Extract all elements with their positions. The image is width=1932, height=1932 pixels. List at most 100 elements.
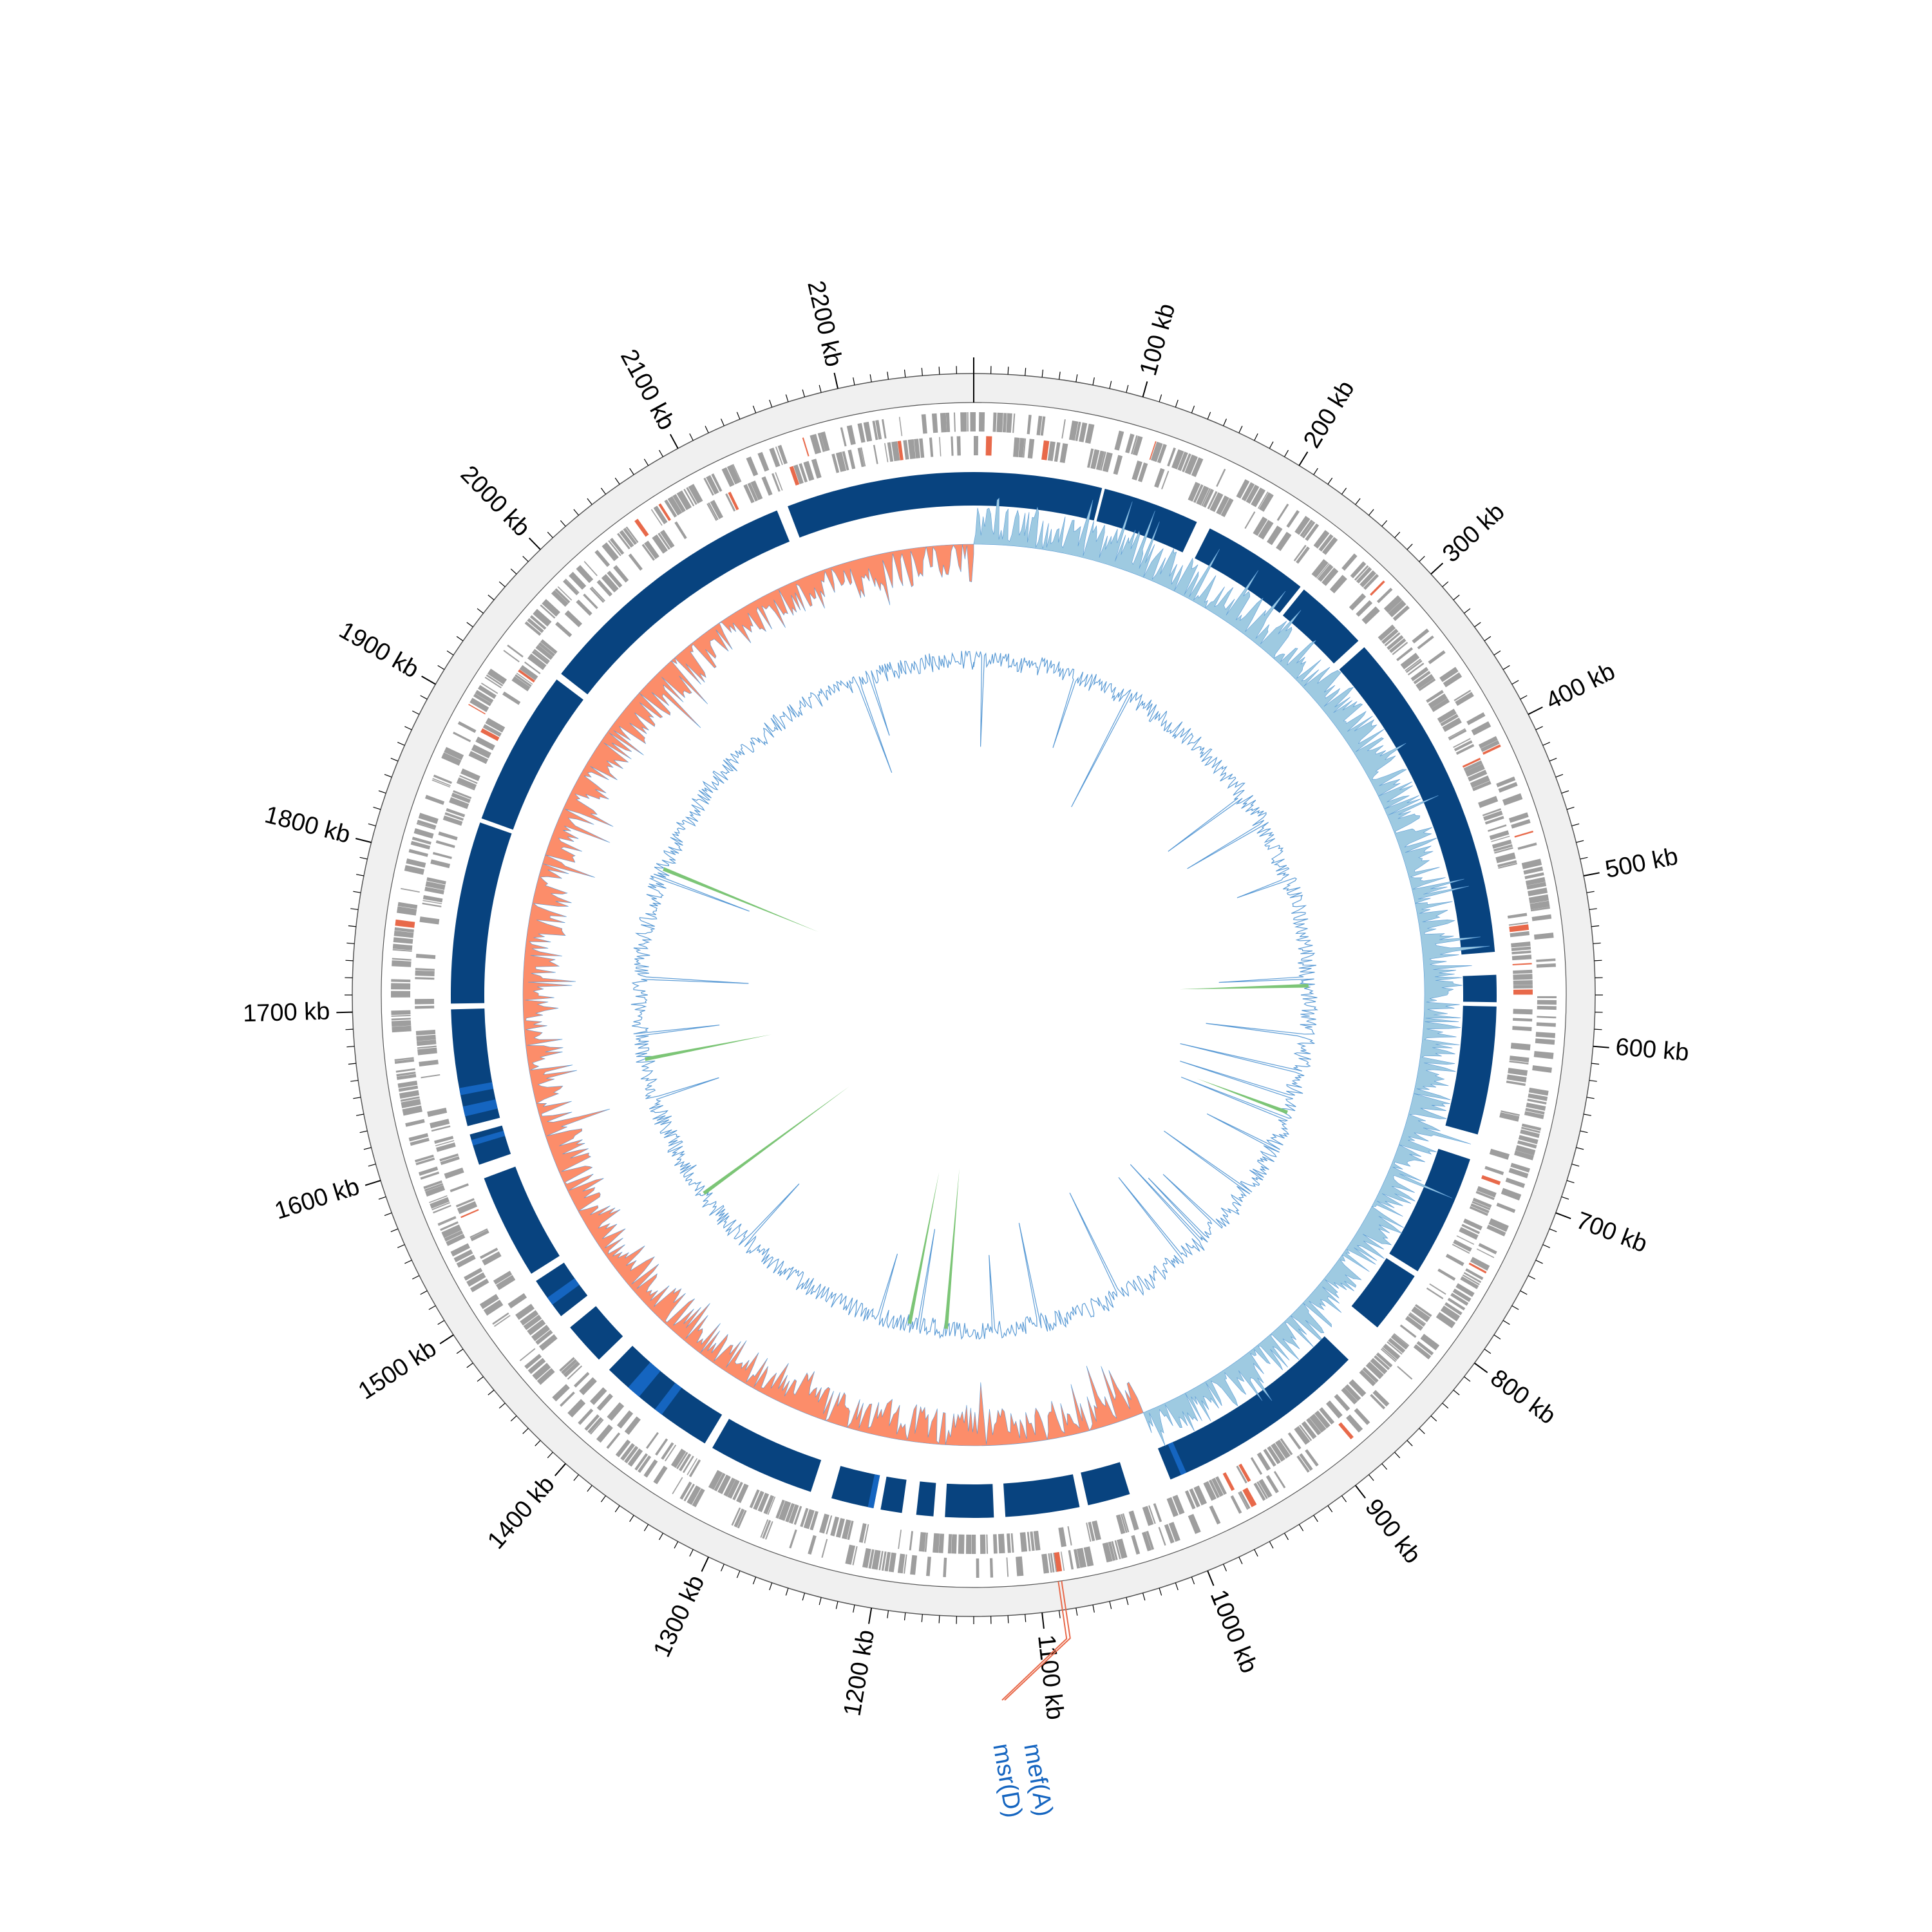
cds-feature: [424, 886, 444, 895]
cds-feature: [1507, 913, 1528, 919]
minor-tick: [736, 1570, 741, 1578]
cds-feature: [687, 1485, 701, 1505]
cds-feature: [456, 1255, 476, 1268]
cds-feature: [940, 413, 947, 433]
minor-tick: [1594, 1028, 1602, 1030]
cds-feature: [634, 518, 649, 537]
tick-label: 400 kb: [1542, 658, 1620, 715]
gc-content-track: [630, 650, 1319, 1340]
cds-feature: [430, 1197, 450, 1209]
tick-label: 1200 kb: [838, 1628, 880, 1718]
minor-tick: [390, 757, 399, 762]
cds-feature: [444, 1168, 464, 1179]
gc-content-line: [630, 650, 1319, 1340]
minor-tick: [1542, 741, 1550, 746]
cds-feature: [457, 721, 477, 734]
cds-feature: [845, 1544, 855, 1565]
cds-feature: [1478, 1243, 1497, 1255]
blast-hit-variant: [471, 1130, 506, 1146]
cds-feature: [1209, 492, 1224, 513]
minor-tick: [466, 621, 473, 627]
minor-tick: [1535, 726, 1543, 730]
cds-feature: [417, 1045, 437, 1049]
cds-feature: [1027, 415, 1032, 435]
cds-feature: [971, 1534, 976, 1554]
cds-feature: [391, 990, 411, 998]
cds-feature: [897, 440, 904, 460]
cds-feature: [1338, 1422, 1354, 1439]
cds-feature: [535, 645, 553, 660]
cds-feature: [810, 433, 822, 455]
cds-feature: [1257, 491, 1269, 509]
minor-tick: [752, 1577, 757, 1585]
cds-feature: [540, 639, 558, 654]
minor-tick: [1580, 1130, 1588, 1133]
cds-feature: [678, 1453, 692, 1472]
cds-feature: [601, 542, 619, 562]
cds-feature: [391, 1020, 412, 1027]
cds-feature: [583, 561, 598, 576]
tick-marks: [336, 357, 1609, 1629]
cds-feature: [887, 442, 894, 462]
cds-feature: [1040, 416, 1046, 436]
cds-feature: [507, 1293, 527, 1309]
cds-feature: [416, 822, 436, 830]
cds-feature: [989, 1558, 994, 1578]
cds-feature: [1525, 1108, 1545, 1115]
cds-feature: [737, 1510, 747, 1529]
cds-feature: [567, 1399, 586, 1417]
cds-feature: [1396, 647, 1414, 661]
cds-feature: [563, 579, 579, 596]
cds-feature: [552, 1384, 570, 1402]
cds-feature: [960, 412, 967, 432]
blast-hit-variant: [547, 1278, 580, 1305]
cds-feature: [1230, 1495, 1242, 1514]
minor-tick: [1041, 369, 1044, 377]
cds-feature: [789, 1529, 797, 1549]
cds-feature: [708, 502, 719, 520]
minor-tick: [1238, 1557, 1243, 1564]
tick-label: 1500 kb: [354, 1335, 441, 1405]
cds-feature: [1084, 423, 1095, 444]
cds-feature: [468, 751, 489, 764]
cds-feature: [1439, 667, 1459, 683]
cds-feature: [624, 1446, 639, 1464]
minor-tick: [1549, 757, 1557, 762]
cds-feature: [1482, 808, 1502, 817]
cds-feature: [1362, 1367, 1379, 1383]
cds-feature: [1188, 482, 1200, 502]
cds-feature: [835, 451, 847, 472]
cds-feature: [596, 580, 612, 597]
cds-feature: [864, 1524, 869, 1544]
cds-feature: [1452, 1244, 1470, 1254]
minor-tick: [1561, 1196, 1569, 1200]
cds-feature: [1341, 1387, 1358, 1405]
minor-tick: [1075, 1607, 1078, 1616]
cds-feature: [1521, 1126, 1540, 1133]
cds-feature: [799, 463, 808, 483]
cds-feature: [819, 1513, 829, 1534]
cds-feature: [606, 1432, 621, 1449]
cds-feature: [1068, 421, 1079, 441]
tick-label: 700 kb: [1573, 1207, 1651, 1258]
cds-feature: [415, 1157, 435, 1166]
minor-tick: [1484, 636, 1492, 641]
minor-tick: [938, 366, 940, 375]
cds-feature: [423, 1180, 442, 1189]
cds-feature: [1462, 757, 1481, 768]
cds-feature: [627, 1448, 643, 1467]
cds-feature: [395, 1068, 415, 1073]
minor-tick: [428, 1305, 436, 1311]
minor-tick: [573, 1474, 579, 1481]
cds-feature: [1489, 1148, 1510, 1160]
cds-feature: [433, 1204, 451, 1214]
cds-feature: [1149, 441, 1157, 460]
cds-feature: [456, 781, 475, 791]
minor-tick: [378, 1196, 386, 1200]
cds-feature: [788, 1504, 799, 1524]
minor-tick: [437, 665, 445, 670]
cds-feature: [721, 467, 735, 488]
minor-tick: [1207, 412, 1211, 420]
cds-feature: [1431, 698, 1450, 712]
